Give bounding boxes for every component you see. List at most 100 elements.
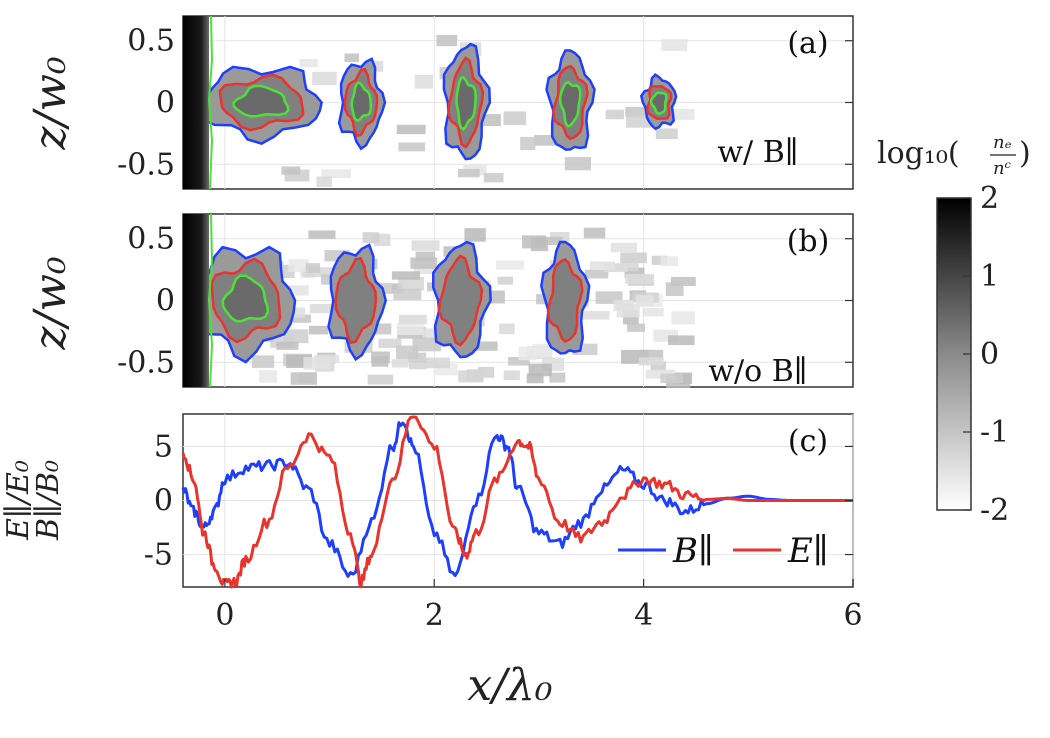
noise-block bbox=[422, 328, 445, 340]
noise-block bbox=[412, 337, 442, 352]
legend-label-b: B∥ bbox=[672, 531, 714, 571]
noise-block bbox=[528, 363, 552, 377]
noise-block bbox=[469, 341, 498, 351]
noise-block bbox=[288, 259, 309, 273]
noise-block bbox=[534, 135, 564, 146]
bunch-contour-red bbox=[334, 256, 378, 345]
noise-block bbox=[605, 109, 624, 120]
panel-c-ylabel-line1: E∥/E₀ bbox=[1, 460, 36, 541]
noise-block bbox=[281, 166, 301, 175]
noise-block bbox=[668, 335, 695, 346]
noise-block bbox=[521, 235, 547, 249]
noise-block bbox=[362, 232, 380, 244]
noise-block bbox=[503, 370, 520, 381]
panel-c: 5 0 -5 0 2 4 6 (c) E∥/E₀ B∥/B₀ x/λ₀ B∥ E∥ bbox=[1, 413, 863, 711]
noise-block bbox=[503, 111, 527, 125]
ytick-label: 0.5 bbox=[127, 24, 175, 59]
bunch-contour-green bbox=[558, 81, 582, 128]
noise-block bbox=[670, 108, 695, 120]
panel-c-legend: B∥ E∥ bbox=[618, 531, 829, 571]
panel-c-ylabel-line2: B∥/B₀ bbox=[31, 460, 66, 541]
bunch-contour-green bbox=[350, 81, 373, 122]
noise-block bbox=[564, 157, 592, 171]
noise-block bbox=[391, 271, 421, 280]
noise-block bbox=[497, 276, 514, 285]
panel-a-annotation: w/ B∥ bbox=[717, 135, 798, 170]
noise-block bbox=[642, 307, 664, 317]
noise-block bbox=[616, 303, 640, 318]
noise-block bbox=[290, 314, 312, 323]
colorbar-tick-label: 0 bbox=[980, 337, 999, 372]
noise-block bbox=[411, 240, 440, 251]
noise-block bbox=[660, 373, 683, 383]
colorbar-tick-label: -1 bbox=[980, 415, 1009, 450]
xtick-label: 2 bbox=[425, 598, 444, 633]
panel-c-xticks: 0 2 4 6 bbox=[215, 579, 863, 633]
colorbar-label-suffix: ) bbox=[1019, 136, 1031, 171]
ytick-label: 5 bbox=[154, 429, 173, 464]
panel-a-yticks: 0.5 0 -0.5 bbox=[117, 24, 853, 182]
ytick-label: 0.5 bbox=[127, 222, 175, 257]
colorbar-tick-label: 1 bbox=[980, 259, 999, 294]
noise-block bbox=[279, 285, 309, 296]
xtick-label: 0 bbox=[215, 598, 234, 633]
colorbar-tick-label: 2 bbox=[980, 181, 999, 216]
noise-block bbox=[626, 115, 652, 128]
noise-block bbox=[396, 323, 424, 335]
noise-block bbox=[290, 307, 306, 318]
bunch-contour-green bbox=[649, 91, 668, 115]
panel-b: 0.5 0 -0.5 (b) w/o B∥ z/w₀ bbox=[25, 213, 854, 389]
noise-block bbox=[458, 370, 484, 383]
panel-c-yticks: 5 0 -5 bbox=[144, 429, 853, 573]
ytick-label: 0 bbox=[154, 484, 173, 519]
noise-block bbox=[464, 228, 486, 242]
ytick-label: -0.5 bbox=[117, 147, 175, 182]
noise-block bbox=[396, 345, 419, 360]
noise-block bbox=[627, 323, 645, 332]
noise-block bbox=[499, 323, 515, 335]
noise-block bbox=[252, 355, 275, 368]
noise-block bbox=[583, 227, 606, 239]
noise-block bbox=[661, 39, 688, 52]
noise-block bbox=[624, 267, 645, 279]
noise-block bbox=[651, 255, 668, 265]
noise-block bbox=[344, 53, 360, 62]
bunch-contour-red bbox=[546, 258, 584, 343]
panel-a-ylabel: z/w₀ bbox=[25, 56, 76, 151]
noise-block bbox=[472, 114, 501, 127]
ytick-label: -5 bbox=[144, 538, 173, 573]
noise-block bbox=[314, 354, 340, 363]
noise-block bbox=[425, 357, 450, 369]
panel-a-plasma-wall bbox=[183, 16, 209, 189]
noise-block bbox=[391, 359, 409, 368]
noise-block bbox=[414, 74, 434, 89]
noise-block bbox=[483, 173, 504, 183]
panel-b-plasma-wall bbox=[183, 214, 209, 387]
panel-c-xlabel: x/λ₀ bbox=[467, 660, 553, 711]
ytick-label: 0 bbox=[156, 284, 175, 319]
series-line-b bbox=[181, 421, 853, 578]
colorbar-ticks: 2 1 0 -1 -2 bbox=[963, 181, 1009, 528]
panel-c-series bbox=[181, 415, 853, 589]
noise-block bbox=[526, 373, 544, 384]
noise-block bbox=[378, 338, 402, 348]
noise-block bbox=[398, 314, 427, 325]
noise-block bbox=[620, 252, 647, 264]
noise-block bbox=[477, 366, 495, 378]
noise-block bbox=[583, 311, 610, 320]
noise-block bbox=[308, 230, 336, 239]
noise-block bbox=[671, 311, 695, 325]
noise-block bbox=[415, 251, 436, 263]
noise-block bbox=[610, 242, 638, 253]
series-line-e bbox=[181, 415, 853, 589]
noise-block bbox=[410, 257, 438, 269]
panel-b-yticks: 0.5 0 -0.5 bbox=[117, 222, 853, 380]
noise-block bbox=[434, 363, 458, 376]
panel-b-wall-contour-green bbox=[207, 213, 214, 388]
noise-block bbox=[259, 370, 278, 383]
noise-block bbox=[393, 288, 422, 301]
noise-block bbox=[398, 277, 425, 291]
panel-a-wall-contour-green bbox=[207, 15, 214, 190]
panel-a-label: (a) bbox=[787, 26, 828, 61]
